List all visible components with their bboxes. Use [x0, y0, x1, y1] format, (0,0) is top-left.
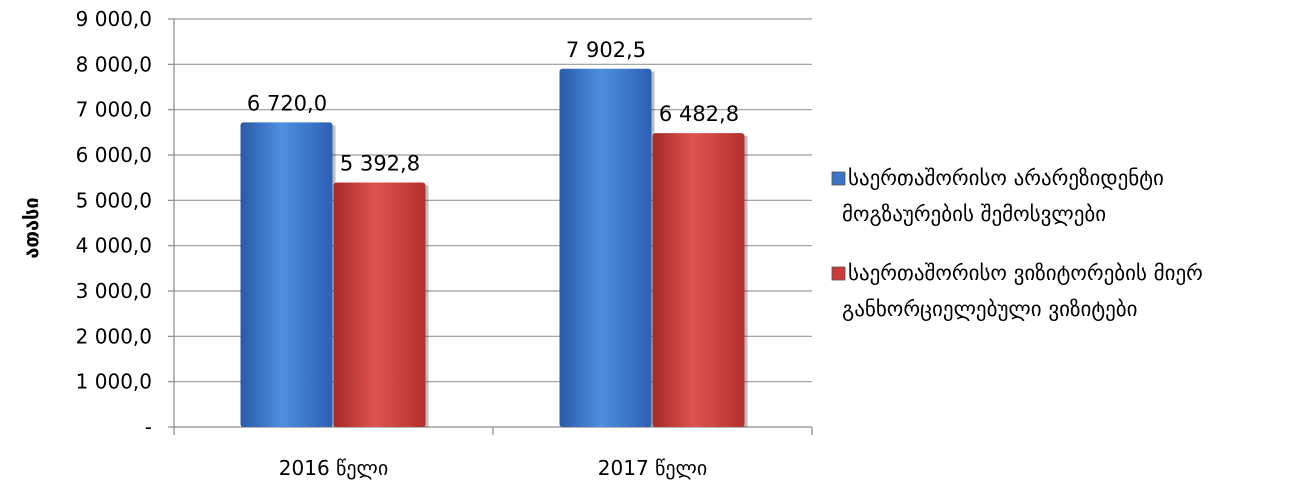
data-label: 5 392,8 — [340, 152, 420, 176]
bar-visits-1 — [333, 182, 426, 427]
data-label: 7 902,5 — [566, 38, 646, 62]
legend-label: საერთაშორისო არარეზიდენტი — [848, 166, 1164, 190]
legend-label: მოგზაურების შემოსვლები — [842, 202, 1106, 226]
y-axis-label: ათასი — [19, 197, 43, 258]
y-tick-label: 6 000,0 — [76, 143, 152, 167]
y-tick-label: - — [145, 415, 152, 439]
bar-arrivals-1 — [240, 122, 333, 428]
bar-arrivals-2 — [559, 68, 652, 428]
legend-swatch — [831, 266, 846, 281]
bars — [240, 68, 748, 428]
y-tick-label: 9 000,0 — [76, 7, 152, 31]
legend-label: განხორციელებული ვიზიტები — [842, 297, 1137, 321]
legend-swatch — [831, 171, 846, 186]
legend: საერთაშორისო არარეზიდენტი მოგზაურების შემ… — [831, 166, 1203, 321]
data-label: 6 720,0 — [247, 91, 327, 115]
y-tick-label: 2 000,0 — [76, 324, 152, 348]
data-labels: 6 720,0 5 392,8 7 902,5 6 482,8 — [247, 38, 739, 176]
y-tick-label: 4 000,0 — [76, 234, 152, 258]
axes: - 1 000,0 2 000,0 3 000,0 4 000,0 5 000,0 6 00… — [76, 7, 813, 480]
data-label: 6 482,8 — [659, 102, 739, 126]
y-tick-label: 7 000,0 — [76, 98, 152, 122]
legend-label: საერთაშორისო ვიზიტორების მიერ — [848, 261, 1203, 285]
y-tick-label: 8 000,0 — [76, 52, 152, 76]
bar-visits-2 — [652, 133, 745, 427]
x-tick-label: 2016 წელი — [279, 456, 388, 480]
y-tick-label: 3 000,0 — [76, 279, 152, 303]
y-tick-label: 1 000,0 — [76, 370, 152, 394]
y-tick-label: 5 000,0 — [76, 188, 152, 212]
x-tick-label: 2017 წელი — [598, 456, 707, 480]
